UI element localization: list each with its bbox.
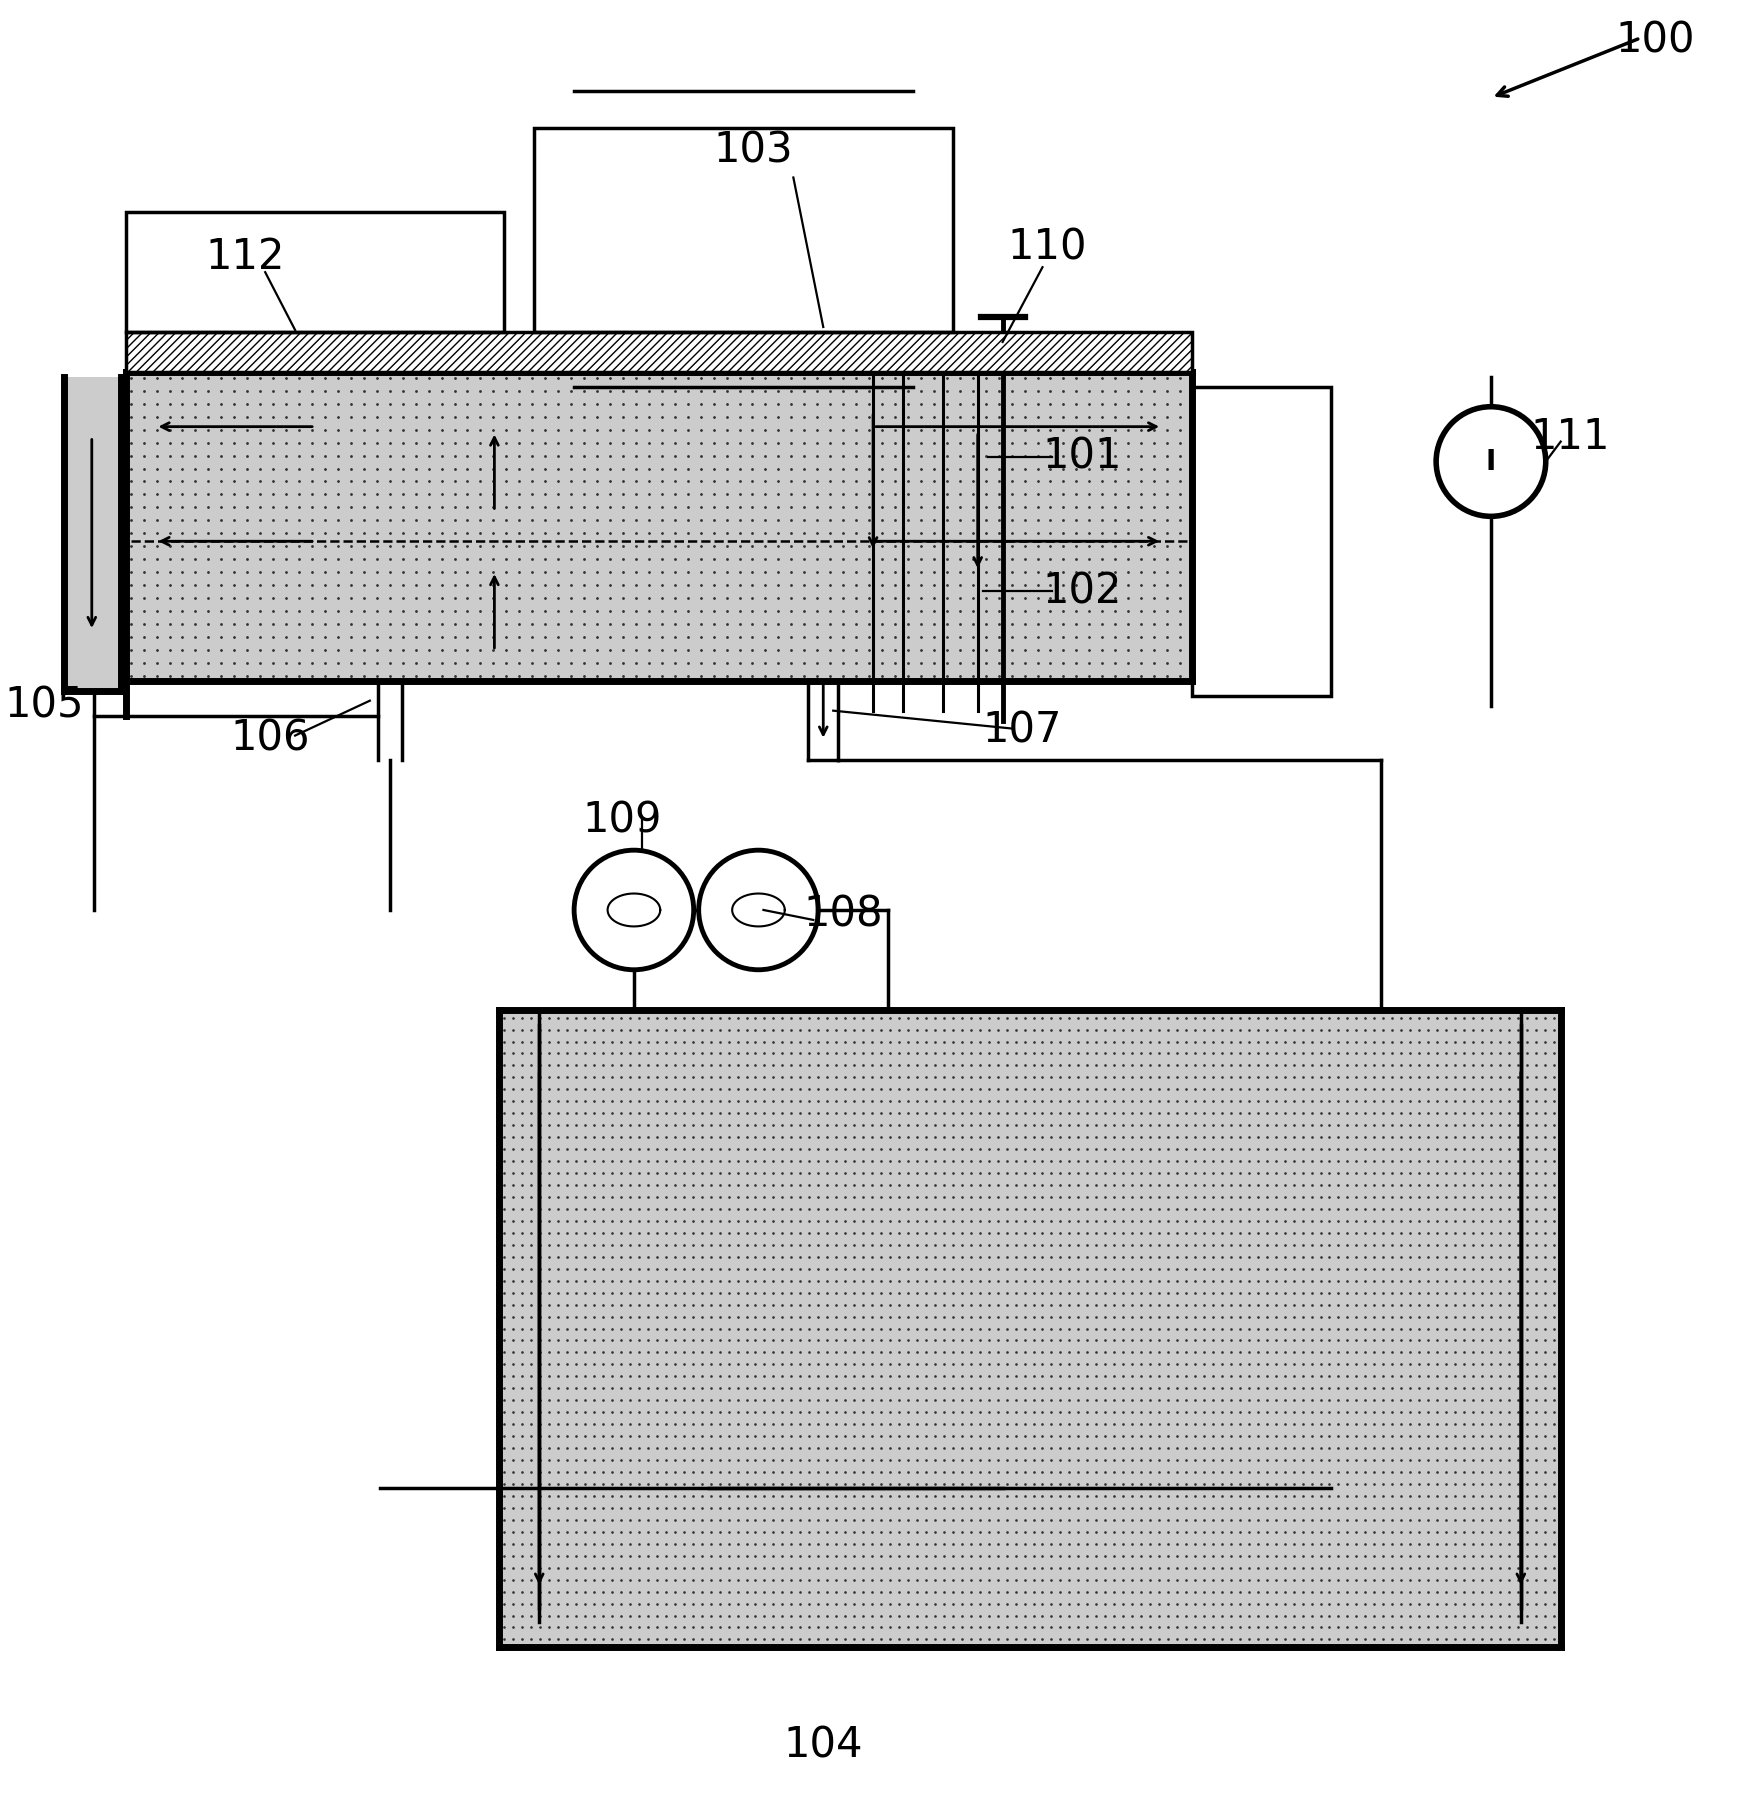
Bar <box>125 332 1192 371</box>
Circle shape <box>1437 407 1546 517</box>
Text: 102: 102 <box>1043 569 1122 613</box>
Circle shape <box>574 851 694 969</box>
Bar <box>500 1009 1560 1647</box>
Text: 101: 101 <box>1043 436 1122 478</box>
Text: 104: 104 <box>784 1725 863 1766</box>
Text: 106: 106 <box>231 717 310 760</box>
Text: 103: 103 <box>713 130 792 171</box>
Text: 111: 111 <box>1530 416 1610 458</box>
Bar <box>1192 387 1331 696</box>
Text: 108: 108 <box>803 894 882 935</box>
Text: 109: 109 <box>583 800 662 842</box>
Bar <box>63 377 122 690</box>
Bar <box>534 128 953 332</box>
Bar <box>125 332 1192 371</box>
Circle shape <box>699 851 819 969</box>
Bar <box>125 213 504 332</box>
Text: 110: 110 <box>1007 227 1087 268</box>
Text: 107: 107 <box>983 710 1062 751</box>
Text: 100: 100 <box>1615 20 1696 61</box>
Text: 112: 112 <box>206 236 285 278</box>
Bar <box>125 371 1192 681</box>
Text: 105: 105 <box>4 685 85 726</box>
Text: I: I <box>1486 447 1497 476</box>
